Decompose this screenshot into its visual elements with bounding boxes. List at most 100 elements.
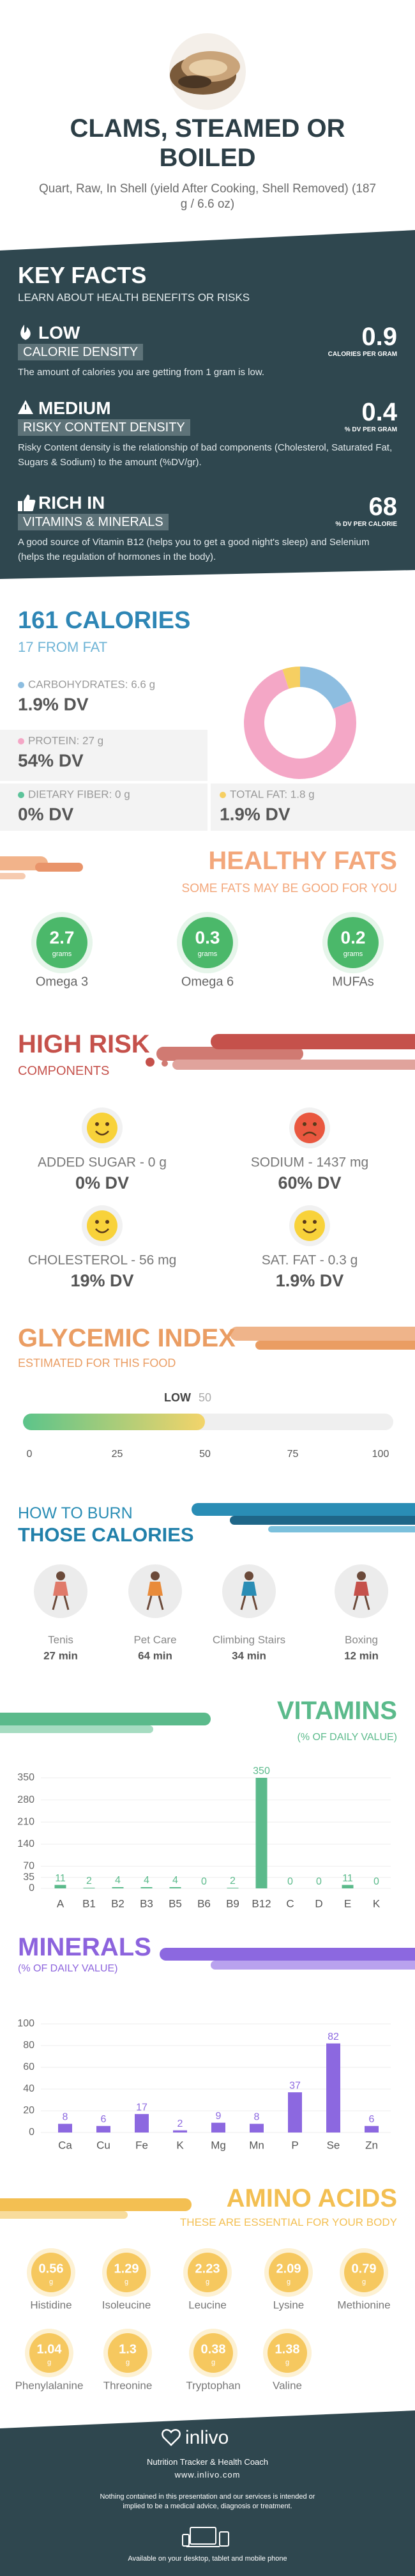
activity-figure (53, 1582, 68, 1596)
bar (288, 2092, 302, 2133)
value-label: 11 (55, 1873, 66, 1884)
amino-unit: g (285, 2359, 289, 2366)
fact-label: CALORIE DENSITY (18, 344, 144, 360)
section-title: AMINO ACIDS (226, 2184, 397, 2212)
section-subtitle: COMPONENTS (18, 1064, 110, 1078)
amino-name: Histidine (30, 2299, 72, 2311)
activity-name: Boxing (345, 1633, 378, 1646)
bar (112, 1887, 124, 1888)
fact-value: 68 (368, 493, 398, 521)
legend-label: PROTEIN: 27 g (28, 734, 103, 746)
amino-unit: g (287, 2278, 290, 2286)
face-mouth (95, 1130, 109, 1136)
gauge-fill (23, 1414, 205, 1430)
amino-circle (268, 2333, 307, 2373)
value-label: 0 (374, 1876, 379, 1887)
y-tick-label: 100 (17, 2018, 34, 2029)
fact-desc: The amount of calories you are getting f… (18, 367, 265, 378)
amino-circle (193, 2333, 233, 2373)
fat-name: Omega 3 (36, 975, 88, 989)
fact-unit: CALORIES PER GRAM (328, 351, 397, 358)
value-label: 17 (136, 2102, 147, 2113)
activity-name: Pet Care (133, 1633, 176, 1646)
section-subtitle: 17 FROM FAT (18, 639, 108, 655)
bar (96, 2125, 110, 2133)
x-tick-label: B9 (226, 1897, 239, 1909)
section-subtitle: HOW TO BURN (18, 1504, 133, 1522)
activity-figure (151, 1571, 160, 1580)
x-tick-label: D (315, 1897, 322, 1909)
bar (255, 1778, 268, 1888)
section-title: HIGH RISK (18, 1030, 150, 1058)
fact-label: RISKY CONTENT DENSITY (18, 419, 190, 436)
section-title: KEY FACTS (18, 262, 147, 288)
amino-name: Tryptophan (186, 2379, 240, 2391)
amino-value: 1.38 (275, 2342, 300, 2356)
legend-dv: 1.9% DV (18, 694, 89, 714)
fact-unit: % DV PER GRAM (344, 426, 397, 433)
amino-circle (29, 2333, 69, 2373)
value-label: 0 (287, 1876, 293, 1887)
value-label: 8 (254, 2112, 260, 2123)
amino-value: 0.79 (352, 2262, 377, 2276)
amino-circle (31, 2253, 71, 2292)
fat-value: 0.2 (341, 927, 366, 947)
url: www.inlivo.com (174, 2470, 241, 2480)
x-tick-label: Mg (211, 2139, 226, 2151)
amino-value: 0.56 (39, 2262, 64, 2276)
flame-icon (20, 325, 31, 340)
activity-time: 12 min (344, 1649, 379, 1662)
row-bg (0, 730, 207, 781)
activity-figure (357, 1571, 366, 1580)
x-tick-label: K (373, 1897, 381, 1909)
amino-value: 2.23 (195, 2262, 220, 2276)
activity-figure (241, 1582, 257, 1596)
donut-segment (243, 669, 356, 779)
activity-figure (245, 1571, 253, 1580)
face-mouth (303, 1131, 317, 1136)
decor (0, 856, 415, 2219)
x-tick-label: Se (327, 2139, 340, 2151)
fat-name: MUFAs (332, 975, 374, 989)
y-tick-label: 70 (23, 1861, 34, 1872)
donut-segment (282, 667, 300, 689)
bar (169, 1887, 181, 1888)
section-title: MINERALS (18, 1933, 151, 1961)
risk-label: SAT. FAT - 0.3 g (262, 1253, 358, 1268)
food-image (169, 33, 246, 110)
value-label: 0 (316, 1876, 322, 1887)
fat-value: 0.3 (195, 927, 220, 947)
y-tick-label: 60 (23, 2062, 34, 2072)
y-tick-label: 140 (17, 1839, 34, 1849)
amino-name: Leucine (188, 2299, 227, 2311)
amino-name: Threonine (103, 2379, 153, 2391)
x-tick-label: B5 (169, 1897, 182, 1909)
face-eye (105, 1220, 109, 1224)
bar (58, 2124, 72, 2133)
bar (54, 1885, 66, 1888)
x-tick-label: Cu (96, 2139, 110, 2151)
risk-label: ADDED SUGAR - 0 g (38, 1155, 167, 1170)
face-mouth (303, 1228, 317, 1233)
fact-desc: Risky Content density is the relationshi… (18, 442, 393, 468)
face-eye (95, 1220, 99, 1224)
section-title: GLYCEMIC INDEX (18, 1324, 236, 1352)
y-tick-label: 80 (23, 2040, 34, 2051)
amino-value: 2.09 (276, 2262, 301, 2276)
x-tick-label: Ca (58, 2139, 72, 2151)
legend-label: TOTAL FAT: 1.8 g (230, 788, 315, 800)
x-tick-label: 0 (27, 1449, 33, 1460)
value-label: 4 (144, 1875, 149, 1886)
y-tick-label: 210 (17, 1816, 34, 1827)
amino-value: 0.38 (201, 2342, 226, 2356)
face-eye (105, 1122, 109, 1126)
gauge-value: 50 (199, 1391, 211, 1404)
x-tick-label: 25 (112, 1449, 123, 1460)
row-bg (211, 783, 415, 831)
section-subtitle: THESE ARE ESSENTIAL FOR YOUR BODY (179, 2216, 397, 2228)
amino-unit: g (47, 2359, 51, 2366)
y-tick-label: 0 (29, 1883, 34, 1893)
amino-value: 1.3 (119, 2342, 137, 2356)
legend-label: CARBOHYDRATES: 6.6 g (28, 678, 155, 690)
x-tick-label: B3 (140, 1897, 153, 1909)
